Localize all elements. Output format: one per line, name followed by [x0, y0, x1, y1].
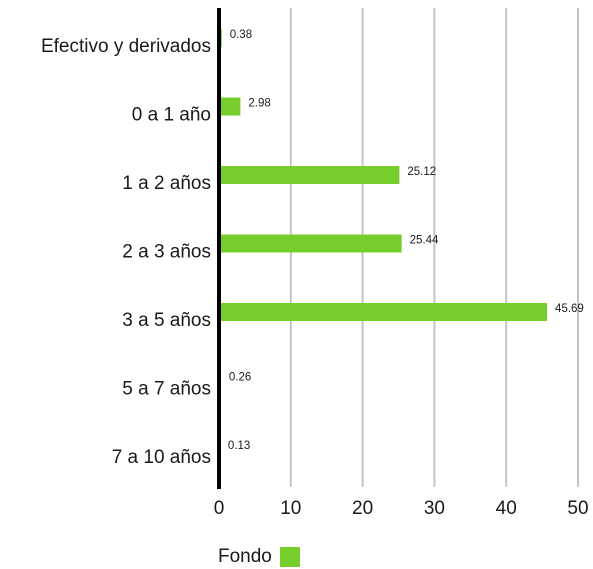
data-label: 45.69	[555, 303, 584, 315]
bar	[219, 97, 241, 116]
data-label: 0.26	[229, 372, 251, 384]
x-tick-label: 50	[567, 498, 588, 519]
bars	[219, 29, 548, 458]
data-label: 25.12	[407, 166, 436, 178]
x-axis-tick-labels: 0 10 20 30 40 50	[214, 498, 589, 519]
category-label: 7 a 10 años	[112, 447, 211, 468]
bar-chart: Efectivo y derivados 0 a 1 año 1 a 2 años 2…	[41, 8, 589, 519]
data-label: 25.44	[410, 235, 439, 247]
category-label: 3 a 5 años	[122, 310, 211, 331]
category-label: Efectivo y derivados	[41, 36, 211, 57]
legend-swatch	[279, 547, 300, 567]
x-tick-label: 30	[424, 498, 445, 519]
value-labels: 0.38 2.98 25.12 25.44 45.69 0.26 0.13	[228, 29, 584, 452]
bar	[219, 303, 548, 321]
category-label: 1 a 2 años	[122, 173, 211, 194]
bar	[219, 166, 400, 184]
x-tick-label: 40	[496, 498, 517, 519]
legend: Fondo	[218, 545, 300, 569]
x-tick-label: 0	[214, 498, 225, 519]
category-label: 2 a 3 años	[122, 242, 211, 263]
data-label: 0.13	[228, 440, 250, 452]
category-labels: Efectivo y derivados 0 a 1 año 1 a 2 años 2…	[41, 36, 211, 468]
x-tick-label: 10	[280, 498, 301, 519]
category-label: 0 a 1 año	[132, 105, 211, 126]
bar	[219, 234, 402, 253]
data-label: 2.98	[248, 98, 270, 110]
x-tick-label: 20	[352, 498, 373, 519]
data-label: 0.38	[230, 29, 252, 41]
category-label: 5 a 7 años	[122, 379, 211, 400]
legend-label: Fondo	[218, 546, 272, 567]
gridlines	[289, 8, 579, 487]
